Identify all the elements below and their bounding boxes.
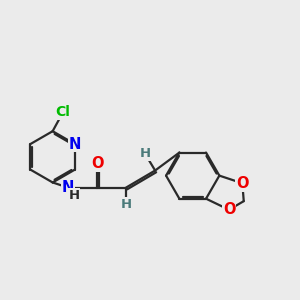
Text: H: H (69, 189, 80, 202)
Text: O: O (223, 202, 235, 217)
Text: Cl: Cl (56, 105, 70, 119)
Text: H: H (121, 198, 132, 211)
Text: H: H (139, 147, 150, 160)
Text: O: O (236, 176, 249, 191)
Text: N: N (62, 180, 74, 195)
Text: O: O (91, 156, 103, 171)
Text: N: N (69, 136, 81, 152)
